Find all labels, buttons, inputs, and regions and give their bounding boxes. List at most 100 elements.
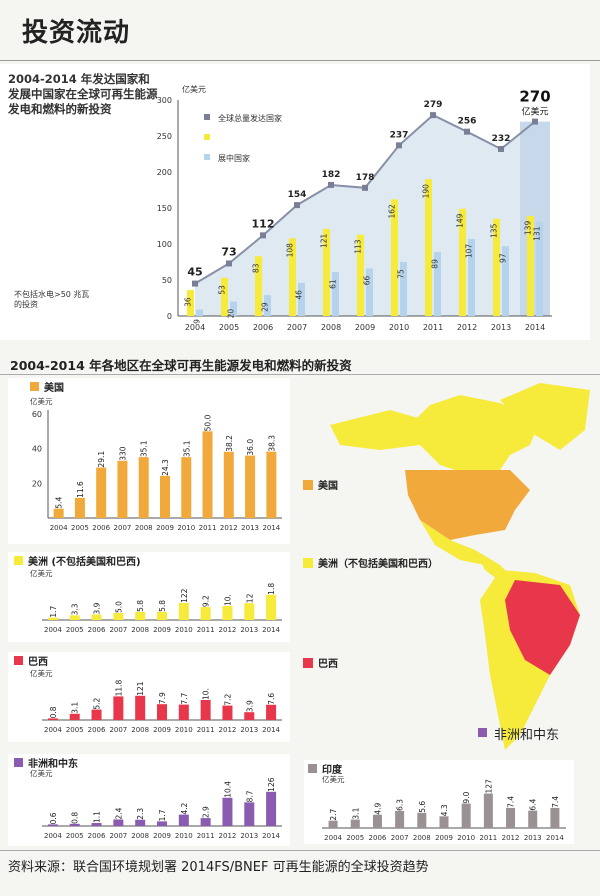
developed-bar-label: 131 [533, 226, 542, 241]
x-tick-label: 2007 [287, 323, 307, 332]
x-tick-label: 2008 [321, 323, 341, 332]
brazil-bar-label: 121 [136, 681, 145, 696]
global-chart-description: 2004-2014 年发达国家和发展中国家在全球可再生能源发电和燃料的新投资 [8, 72, 158, 116]
americas-x-tick: 2011 [197, 626, 215, 634]
india-x-tick: 2010 [457, 834, 475, 842]
india-bar [483, 793, 493, 828]
us-bar-label: 38.3 [267, 435, 276, 452]
total-label: 154 [288, 190, 307, 200]
africa-bar-label: 0.6 [49, 812, 58, 824]
india-bar-label: 6.4 [529, 798, 538, 810]
x-tick-label: 2009 [355, 323, 375, 332]
total-label: 73 [221, 245, 236, 258]
americas-title: 美洲 (不包括美国和巴西) [28, 555, 141, 568]
americas-x-tick: 2007 [109, 626, 127, 634]
americas-x-tick: 2004 [44, 626, 62, 634]
africa-bar-label: 2.3 [136, 808, 145, 820]
x-tick-label: 2012 [457, 323, 477, 332]
us-bar [181, 457, 192, 518]
americas-map-legend-swatch [303, 558, 313, 568]
brazil-x-tick: 2008 [131, 726, 149, 734]
americas-bar-label: 5.8 [136, 600, 145, 612]
africa-bar [47, 824, 58, 826]
us-bar-label: 38.2 [225, 435, 234, 452]
total-label: 237 [390, 130, 409, 140]
brazil-x-tick: 2005 [66, 726, 84, 734]
legend-swatch [204, 114, 210, 120]
india-bar-label: 7.4 [507, 796, 516, 808]
india-x-tick: 2007 [391, 834, 409, 842]
africa-bar-label: 8.7 [245, 790, 254, 802]
africa-x-tick: 2012 [219, 832, 237, 840]
americas-bar [113, 613, 124, 620]
developed-bar [434, 251, 441, 316]
americas-x-tick: 2008 [131, 626, 149, 634]
india-bar-label: 127 [484, 779, 493, 794]
x-tick-label: 2013 [491, 323, 511, 332]
brazil-bar-label: 7.7 [180, 692, 189, 704]
developing-bar-label: 121 [320, 234, 329, 249]
india-bar [350, 819, 360, 828]
us-bar [245, 455, 256, 518]
africa-bar [135, 819, 146, 826]
us-unit: 亿美元 [30, 396, 53, 406]
us-x-tick: 2007 [114, 524, 132, 532]
total-label: 279 [424, 100, 443, 110]
x-tick-label: 2004 [185, 323, 205, 332]
developing-bar-label: 162 [388, 204, 397, 219]
americas-map-label: 美洲（不包括美国和巴西） [318, 559, 438, 570]
developed-bar-label: 29 [261, 302, 270, 312]
americas-bar-label: 3.3 [71, 603, 80, 615]
us-bar-label: 5.4 [55, 496, 64, 508]
x-tick-label: 2005 [219, 323, 239, 332]
americas-bar [200, 607, 211, 620]
us-bar-label: 36.0 [246, 439, 255, 456]
y-tick-label: 50 [162, 276, 172, 285]
us-x-tick: 2014 [262, 524, 280, 532]
americas-bar [91, 614, 102, 620]
africa-title-swatch [14, 758, 23, 767]
developed-bar [400, 262, 407, 316]
americas-panel [8, 552, 290, 642]
legend-label: 展中国家 [218, 153, 250, 163]
title-divider [0, 60, 600, 61]
developed-bar [196, 309, 203, 316]
us-x-tick: 2004 [50, 524, 68, 532]
india-bar [395, 810, 405, 828]
india-bar [372, 814, 382, 828]
developed-bar-label: 9 [193, 319, 202, 324]
brazil-unit: 亿美元 [30, 668, 53, 678]
africa-bar-label: 0.8 [71, 812, 80, 824]
africa-bar-label: 1.7 [158, 809, 167, 821]
developed-bar-label: 97 [499, 253, 508, 263]
total-point [328, 181, 334, 188]
americas-x-tick: 2006 [88, 626, 106, 634]
us-bar [117, 460, 128, 518]
africa-bar [200, 818, 211, 826]
india-x-tick: 2004 [324, 834, 342, 842]
india-title-swatch [308, 764, 317, 773]
us-bar [160, 475, 170, 518]
africa-x-tick: 2013 [240, 832, 258, 840]
africa-map-legend-swatch [478, 728, 487, 737]
section-title: 2004-2014 年各地区在全球可再生能源发电和燃料的新投资 [10, 358, 352, 373]
total-point [498, 145, 504, 152]
africa-bar [244, 802, 255, 826]
developing-bar-label: 53 [218, 285, 227, 295]
brazil-bar-label: 3.9 [245, 700, 254, 712]
brazil-x-tick: 2007 [109, 726, 127, 734]
y-unit-label: 亿美元 [182, 84, 206, 94]
y-tick-label: 300 [157, 96, 172, 105]
global-chart: 0 50 100 150 200 250 300 亿美元 36 53 83 108 121 113 162 1… [157, 84, 552, 332]
us-bar-label: 330 [118, 446, 127, 461]
africa-bar-label: 126 [267, 777, 276, 792]
africa-x-tick: 2009 [153, 832, 171, 840]
americas-bar-label: 9.2 [202, 595, 211, 607]
africa-bar [178, 814, 189, 826]
americas-bar-label: 1.7 [49, 605, 58, 617]
developed-bar-label: 61 [329, 279, 338, 289]
brazil-bar-label: 3.1 [71, 702, 80, 714]
map-mexico [420, 520, 485, 565]
developing-bar-label: 139 [524, 221, 533, 236]
